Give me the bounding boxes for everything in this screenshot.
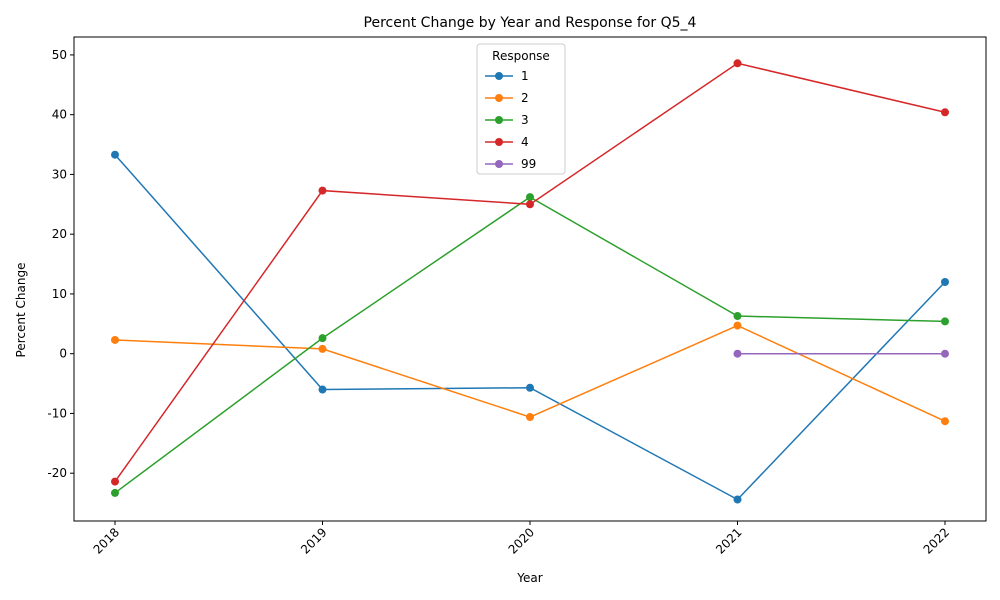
legend-marker-3 [495,116,503,124]
series-point-2 [111,335,119,344]
legend: Response 1 2 3 4 99 [476,43,566,175]
series-point-99 [941,349,949,358]
series-point-3 [111,488,119,497]
legend-box [476,43,566,175]
legend-marker-1 [495,72,503,80]
legend-marker-4 [495,138,503,146]
plot-frame [73,36,987,522]
series-point-4 [318,186,327,195]
series-line-2 [114,324,946,422]
x-tick-label: 2020 [506,525,537,556]
y-axis-label: Percent Change [14,263,28,358]
series-point-3 [318,334,327,343]
series-point-4 [526,200,534,209]
legend-label-99: 99 [521,157,536,171]
y-tick-label: 10 [52,287,67,301]
series-point-2 [526,413,534,422]
series-point-3 [733,312,742,321]
x-axis-label: Year [516,571,542,585]
x-tick-label: 2021 [713,525,744,556]
series-point-4 [941,108,949,117]
series-point-99 [733,349,742,358]
y-tick-label: 40 [52,108,67,122]
series-point-3 [526,193,534,202]
series-point-2 [733,321,742,330]
legend-label-4: 4 [521,135,529,149]
x-tick-label: 2019 [298,525,329,556]
series-point-2 [318,344,327,353]
y-tick-label: 30 [52,167,67,181]
y-tick-label: 0 [59,347,67,361]
series-point-1 [526,383,534,392]
series-point-4 [733,59,742,68]
legend-title: Response [492,49,550,63]
series-point-1 [733,495,742,504]
y-tick-label: -10 [47,406,67,420]
series-point-1 [318,385,327,394]
x-tick-label: 2022 [921,525,952,556]
legend-marker-2 [495,94,503,102]
y-tick-label: 20 [52,227,67,241]
legend-marker-99 [495,160,503,168]
series-point-1 [941,277,949,286]
series-point-4 [111,477,119,486]
y-tick-label: 50 [52,48,67,62]
y-tick-label: -20 [47,466,67,480]
series-point-3 [941,317,949,326]
series-point-1 [111,150,119,159]
series-point-2 [941,417,949,426]
legend-label-1: 1 [521,69,529,83]
legend-label-3: 3 [521,113,529,127]
chart-title: Percent Change by Year and Response for … [364,15,697,31]
x-tick-label: 2018 [91,525,122,556]
legend-label-2: 2 [521,91,529,105]
